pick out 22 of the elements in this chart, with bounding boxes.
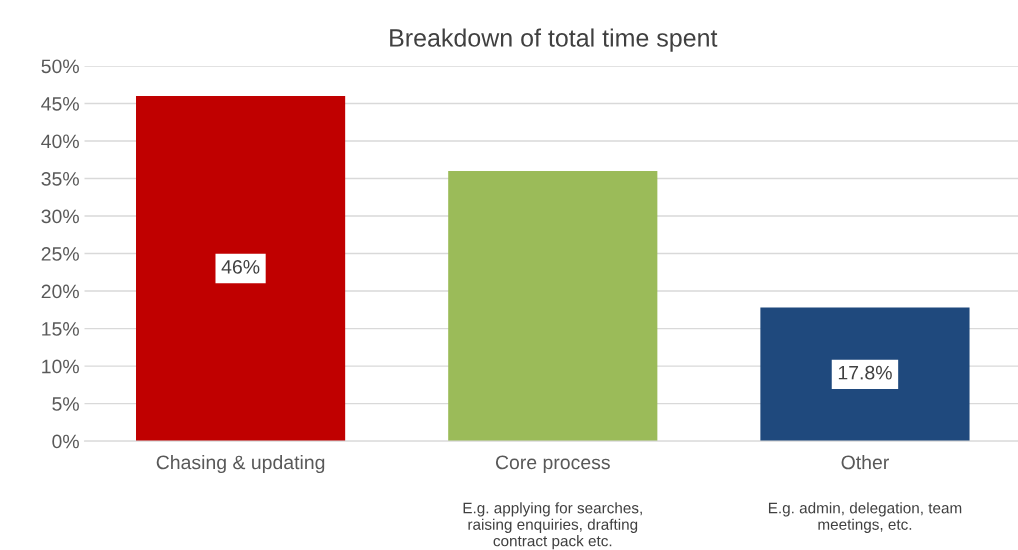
y-tick-label: 30% [41,209,79,224]
y-tick-label: 45% [41,97,79,111]
data-label: 17.8% [838,365,892,380]
text: E.g. applying for searches, raising enquiries, drafting contract pack etc. [463,502,642,550]
y-tick-label: 50% [41,59,79,74]
y-tick-label: 15% [42,322,79,336]
y-tick-label: 5% [52,397,79,411]
y-tick-label: 20% [41,284,79,299]
y-tick-label: 35% [41,172,79,186]
bar [760,307,970,442]
x-tick-label: Other [841,454,889,470]
chart-title: Breakdown of total time spent [390,28,718,52]
y-tick-label: 10% [42,359,79,374]
y-tick-label: 0% [52,434,79,449]
data-label: 46% [221,260,260,274]
x-tick-label: Core process [495,455,610,474]
y-tick-label: 40% [41,134,79,149]
y-tick-label: 25% [41,247,79,261]
bar [136,96,346,442]
bar [448,171,658,442]
x-tick-label: Chasing & updating [156,454,325,474]
text: E.g. admin, delegation, team meetings, etc. [768,502,962,533]
